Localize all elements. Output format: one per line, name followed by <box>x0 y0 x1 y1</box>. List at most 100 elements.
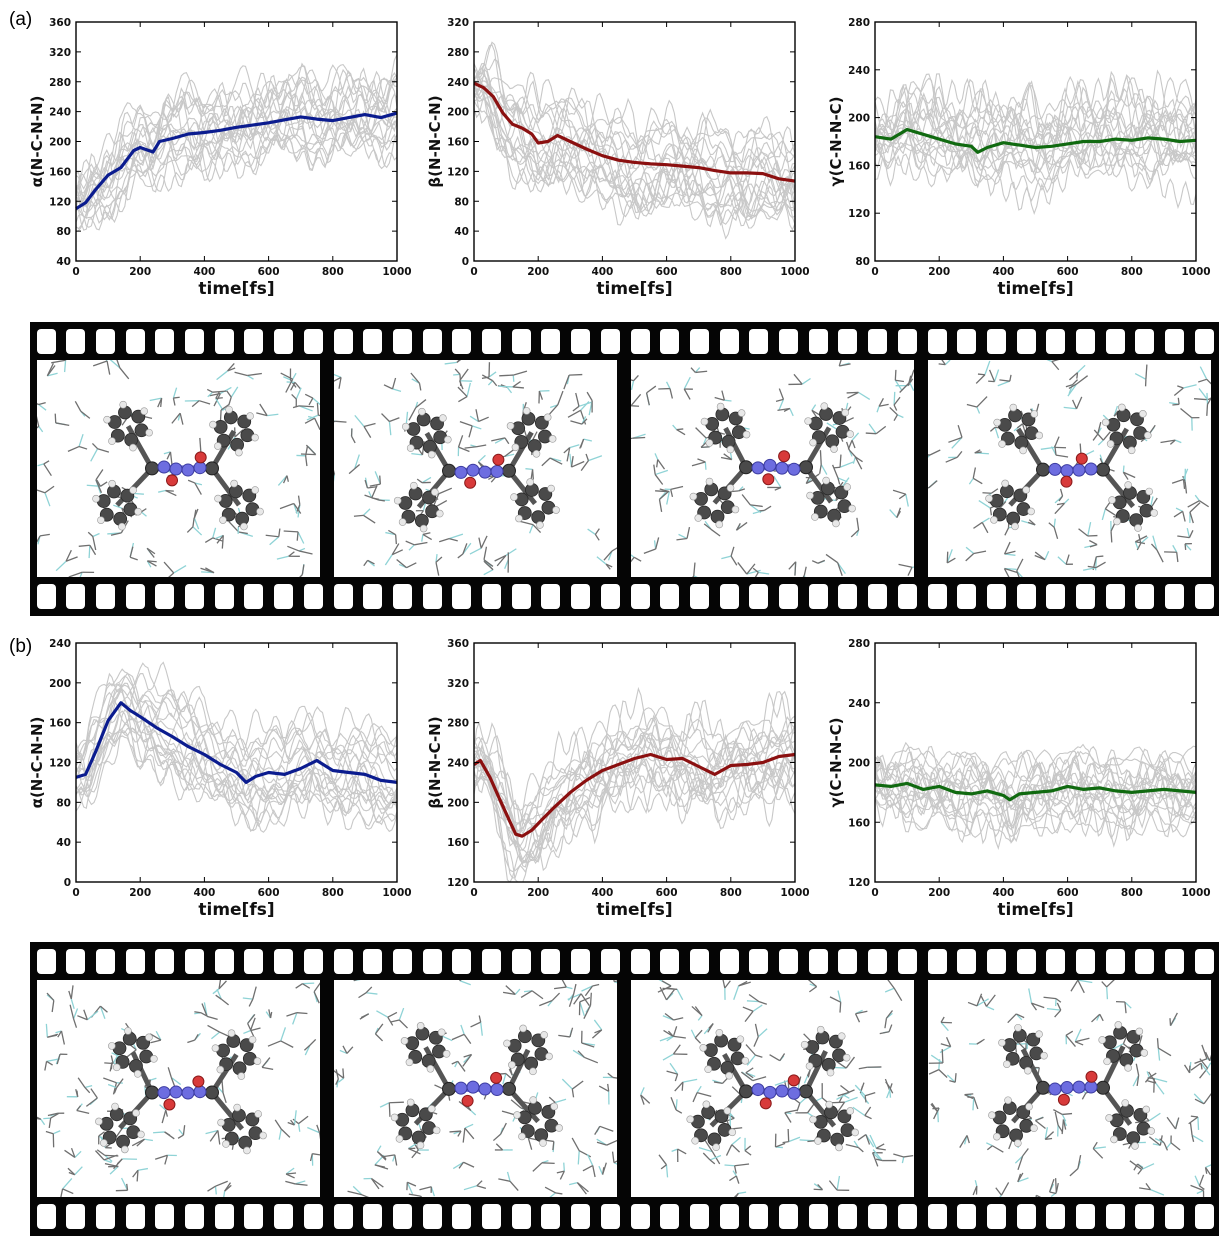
y-tick-label: 360 <box>49 17 71 29</box>
mean-line <box>75 701 398 784</box>
film-sprocket-hole <box>37 1204 56 1229</box>
molecule-snapshot <box>334 360 617 576</box>
x-tick-label: 600 <box>656 266 678 278</box>
trajectory-line <box>473 100 796 229</box>
trajectory-line <box>874 745 1197 800</box>
trajectory-line <box>473 690 796 846</box>
film-sprocket-hole <box>304 329 323 354</box>
chart-b-beta: 0 200 400 600 800 1000 120 160 200 240 280 320 360 ti… <box>426 638 810 920</box>
x-tick-label: 0 <box>470 266 477 278</box>
film-sprocket-hole <box>423 584 442 609</box>
y-tick-label: 160 <box>49 718 71 730</box>
film-sprocket-hole <box>809 1204 828 1229</box>
film-sprocket-hole <box>244 584 263 609</box>
x-tick-label: 600 <box>1057 266 1079 278</box>
trajectory-line <box>473 79 796 240</box>
trajectory-ensemble <box>874 741 1197 850</box>
film-sprocket-hole <box>512 584 531 609</box>
y-tick-label: 200 <box>447 107 469 119</box>
film-sprocket-hole <box>928 949 947 974</box>
film-sprocket-hole <box>898 329 917 354</box>
film-sprocket-hole <box>868 949 887 974</box>
molecule <box>686 1025 859 1152</box>
x-tick-label: 800 <box>322 887 344 899</box>
x-tick-label: 200 <box>527 887 549 899</box>
film-sprocket-hole <box>512 329 531 354</box>
x-tick-label: 800 <box>1121 887 1143 899</box>
film-sprocket-hole <box>1195 949 1214 974</box>
film-sprocket-hole <box>126 584 145 609</box>
x-axis-label: time[fs] <box>997 900 1073 920</box>
trajectory-line <box>874 103 1197 173</box>
film-sprocket-hole <box>185 584 204 609</box>
film-sprocket-hole <box>779 949 798 974</box>
film-sprocket-hole <box>660 949 679 974</box>
x-tick-label: 1000 <box>780 887 809 899</box>
trajectory-line <box>874 761 1197 844</box>
film-sprocket-hole <box>601 1204 620 1229</box>
film-sprocket-hole <box>631 584 650 609</box>
molecule-snapshot <box>640 980 914 1197</box>
film-sprocket-hole <box>96 949 115 974</box>
x-tick-label: 0 <box>871 266 878 278</box>
film-sprocket-hole <box>809 949 828 974</box>
film-sprocket-hole <box>274 329 293 354</box>
film-sprocket-hole <box>423 1204 442 1229</box>
trajectory-line <box>75 132 398 219</box>
film-sprocket-hole <box>571 329 590 354</box>
film-sprocket-hole <box>1046 584 1065 609</box>
trajectory-line <box>473 723 796 848</box>
film-sprocket-hole <box>1106 1204 1125 1229</box>
film-sprocket-hole <box>1046 1204 1065 1229</box>
trajectory-line <box>874 793 1197 838</box>
film-sprocket-hole <box>1195 329 1214 354</box>
film-sprocket-hole <box>96 584 115 609</box>
trajectory-ensemble <box>473 686 796 883</box>
film-sprocket-hole <box>452 329 471 354</box>
film-sprocket-hole <box>1165 329 1184 354</box>
film-sprocket-hole <box>957 949 976 974</box>
x-tick-label: 800 <box>720 887 742 899</box>
y-tick-label: 200 <box>848 758 870 770</box>
y-tick-label: 80 <box>855 256 870 268</box>
x-tick-label: 600 <box>656 887 678 899</box>
film-sprocket-hole <box>1195 584 1214 609</box>
film-sprocket-hole <box>928 1204 947 1229</box>
film-sprocket-hole <box>66 584 85 609</box>
panel-label-b: (b) <box>9 636 33 657</box>
y-tick-label: 200 <box>848 113 870 125</box>
film-sprocket-hole <box>987 584 1006 609</box>
trajectory-line <box>473 87 796 219</box>
film-sprocket-hole <box>898 949 917 974</box>
film-sprocket-hole <box>37 949 56 974</box>
solvent-molecules <box>334 360 617 576</box>
film-sprocket-hole <box>1076 1204 1095 1229</box>
x-axis-label: time[fs] <box>596 279 672 299</box>
film-sprocket-hole <box>1165 949 1184 974</box>
film-sprocket-hole <box>126 1204 145 1229</box>
y-tick-label: 200 <box>49 678 71 690</box>
x-tick-label: 200 <box>129 266 151 278</box>
film-sprocket-hole <box>96 329 115 354</box>
trajectory-line <box>75 675 398 772</box>
chart-b-alpha: 0 200 400 600 800 1000 0 40 80 120 160 200 240 time[f… <box>28 638 412 920</box>
y-tick-label: 120 <box>49 758 71 770</box>
film-sprocket-hole <box>1076 584 1095 609</box>
film-sprocket-hole <box>334 584 353 609</box>
trajectory-line <box>75 672 398 797</box>
filmstrip-a <box>30 322 1219 616</box>
filmstrip-b <box>30 942 1219 1236</box>
y-axis-label: α(N-C-N-N) <box>28 717 46 809</box>
trajectory-ensemble <box>75 661 398 833</box>
y-tick-label: 280 <box>447 718 469 730</box>
trajectory-line <box>75 695 397 810</box>
trajectory-line <box>874 749 1197 782</box>
film-sprocket-hole <box>720 329 739 354</box>
film-sprocket-hole <box>838 584 857 609</box>
trajectory-line <box>874 118 1197 163</box>
y-tick-label: 240 <box>848 698 870 710</box>
trajectory-line <box>75 74 398 205</box>
film-sprocket-hole <box>868 329 887 354</box>
film-sprocket-hole <box>749 949 768 974</box>
y-tick-label: 120 <box>49 196 71 208</box>
